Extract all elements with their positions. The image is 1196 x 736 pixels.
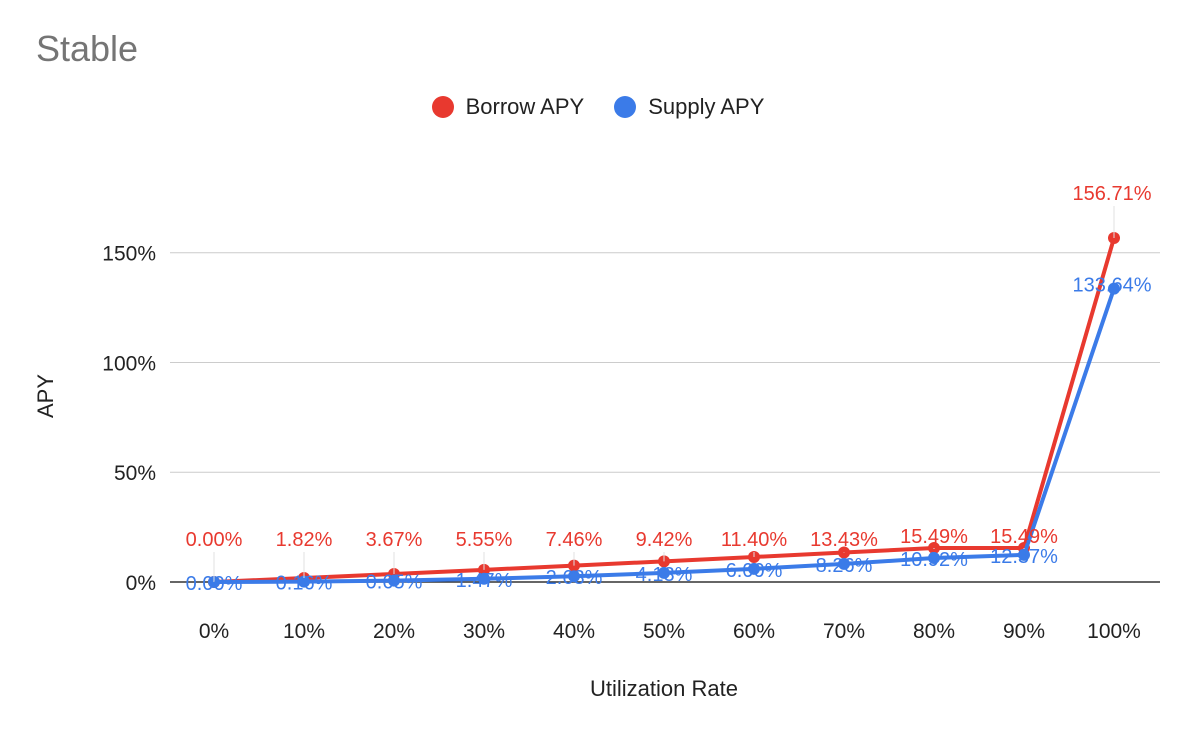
x-tick-label: 20% bbox=[373, 620, 415, 643]
x-tick-label: 50% bbox=[643, 620, 685, 643]
y-tick-label: 150% bbox=[102, 243, 156, 266]
data-label-supply: 6.00% bbox=[726, 560, 783, 582]
data-point-supply bbox=[1108, 282, 1120, 295]
data-label-borrow: 15.49% bbox=[990, 526, 1058, 548]
data-point-supply bbox=[1018, 548, 1030, 561]
data-point-supply bbox=[928, 552, 940, 565]
y-tick-label: 100% bbox=[102, 352, 156, 375]
legend: Borrow APY Supply APY bbox=[0, 94, 1196, 120]
data-point-supply bbox=[388, 574, 400, 587]
data-label-supply: 4.13% bbox=[636, 564, 693, 586]
data-label-borrow: 9.42% bbox=[636, 529, 693, 551]
x-tick-label: 30% bbox=[463, 620, 505, 643]
axis-layer: 0% 50% 100% 150% 0% 10% 20% 30% 40% 50% 60% 70% 80% 9… bbox=[102, 243, 1160, 643]
y-tick-label: 50% bbox=[114, 462, 156, 485]
x-axis-title: Utilization Rate bbox=[590, 676, 738, 701]
data-point-supply bbox=[298, 575, 310, 588]
data-point-supply bbox=[568, 570, 580, 583]
data-label-supply: 133.64% bbox=[1073, 275, 1152, 297]
legend-swatch-supply bbox=[614, 96, 637, 118]
y-axis-title: APY bbox=[33, 374, 58, 418]
x-tick-label: 90% bbox=[1003, 620, 1045, 643]
data-point-supply bbox=[478, 572, 490, 585]
data-label-supply: 2.63% bbox=[546, 567, 603, 589]
legend-swatch-borrow bbox=[431, 96, 454, 118]
data-label-borrow: 5.55% bbox=[456, 529, 513, 551]
data-label-borrow: 11.40% bbox=[721, 529, 788, 551]
x-tick-label: 70% bbox=[823, 620, 865, 643]
grid-layer bbox=[170, 252, 1160, 473]
label-layer: 0.00% 1.82% 3.67% 5.55% 7.46% 9.42% 11.40% 13.4… bbox=[186, 183, 1152, 595]
legend-item-borrow: Borrow APY bbox=[431, 94, 585, 120]
data-label-supply: 0.16% bbox=[276, 573, 333, 595]
x-tick-label: 10% bbox=[283, 620, 325, 643]
x-tick-label: 80% bbox=[913, 620, 955, 643]
data-label-supply: 0.65% bbox=[366, 572, 423, 594]
y-tick-label: 0% bbox=[126, 572, 156, 595]
legend-item-supply: Supply APY bbox=[614, 94, 764, 120]
data-label-supply: 10.92% bbox=[900, 549, 968, 571]
x-tick-label: 0% bbox=[199, 620, 229, 643]
chart-title: Stable bbox=[36, 28, 139, 69]
legend-label-borrow: Borrow APY bbox=[465, 94, 585, 119]
data-label-borrow: 15.49% bbox=[900, 526, 968, 548]
data-label-borrow: 3.67% bbox=[366, 529, 423, 551]
x-tick-label: 100% bbox=[1087, 620, 1141, 643]
data-label-supply: 1.47% bbox=[456, 570, 513, 592]
data-point-supply bbox=[658, 566, 670, 579]
x-tick-label: 40% bbox=[553, 620, 595, 643]
data-label-supply: 12.37% bbox=[990, 546, 1058, 568]
data-label-supply: 8.26% bbox=[816, 555, 873, 577]
data-point-supply bbox=[838, 557, 850, 570]
data-label-borrow: 0.00% bbox=[186, 529, 243, 551]
data-label-borrow: 156.71% bbox=[1073, 183, 1152, 205]
data-point-supply bbox=[748, 562, 760, 575]
legend-label-supply: Supply APY bbox=[648, 94, 765, 119]
data-label-borrow: 1.82% bbox=[276, 529, 333, 551]
data-label-supply: 0.00% bbox=[186, 573, 243, 595]
data-label-borrow: 13.43% bbox=[810, 529, 878, 551]
data-label-borrow: 7.46% bbox=[546, 529, 603, 551]
x-tick-label: 60% bbox=[733, 620, 775, 643]
